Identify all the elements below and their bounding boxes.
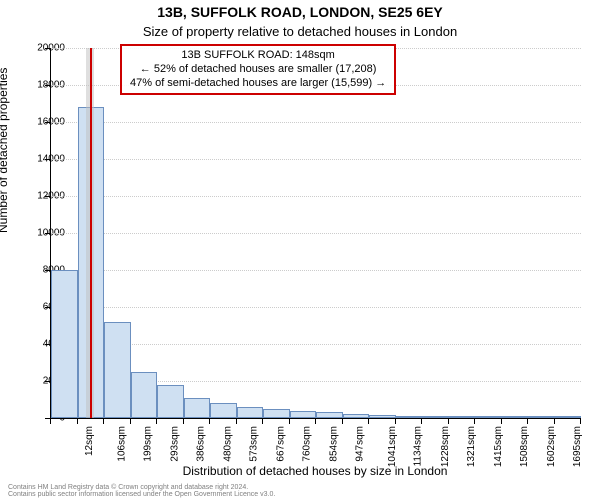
highlight-line	[90, 48, 92, 418]
histogram-bar	[157, 385, 184, 418]
histogram-bar	[316, 412, 343, 418]
xtick-label: 760sqm	[302, 426, 313, 462]
xtick-mark	[183, 418, 184, 424]
xtick-mark	[554, 418, 555, 424]
annotation-line-3: 47% of semi-detached houses are larger (…	[130, 77, 386, 91]
xtick-label: 199sqm	[143, 426, 154, 462]
histogram-bar	[528, 416, 555, 418]
histogram-bar	[555, 416, 582, 418]
histogram-bar	[131, 372, 158, 418]
xtick-label: 854sqm	[328, 426, 339, 462]
xtick-label: 106sqm	[116, 426, 127, 462]
xtick-label: 947sqm	[355, 426, 366, 462]
chart-title: 13B, SUFFOLK ROAD, LONDON, SE25 6EY	[0, 4, 600, 20]
xtick-label: 1415sqm	[493, 426, 504, 467]
xtick-mark	[474, 418, 475, 424]
xtick-label: 1508sqm	[519, 426, 530, 467]
histogram-bar	[396, 416, 423, 418]
xtick-mark	[395, 418, 396, 424]
xtick-mark	[342, 418, 343, 424]
xtick-label: 386sqm	[196, 426, 207, 462]
xtick-label: 1602sqm	[546, 426, 557, 467]
xtick-mark	[527, 418, 528, 424]
histogram-bar	[369, 415, 396, 418]
xtick-label: 573sqm	[249, 426, 260, 462]
histogram-bar	[343, 414, 370, 418]
annotation-box: 13B SUFFOLK ROAD: 148sqm ← 52% of detach…	[120, 44, 396, 95]
gridline	[51, 159, 581, 160]
plot-area	[50, 48, 581, 419]
xtick-mark	[209, 418, 210, 424]
xtick-label: 293sqm	[169, 426, 180, 462]
gridline	[51, 122, 581, 123]
xtick-mark	[130, 418, 131, 424]
histogram-bar	[210, 403, 237, 418]
xtick-label: 1041sqm	[387, 426, 398, 467]
gridline	[51, 233, 581, 234]
gridline	[51, 307, 581, 308]
xtick-label: 1228sqm	[440, 426, 451, 467]
xtick-label: 667sqm	[275, 426, 286, 462]
annotation-line-2: ← 52% of detached houses are smaller (17…	[130, 63, 386, 77]
xtick-mark	[156, 418, 157, 424]
gridline	[51, 196, 581, 197]
gridline	[51, 270, 581, 271]
xtick-mark	[103, 418, 104, 424]
histogram-bar	[263, 409, 290, 418]
xtick-mark	[262, 418, 263, 424]
histogram-bar	[184, 398, 211, 418]
histogram-bar	[290, 411, 317, 418]
xtick-mark	[289, 418, 290, 424]
histogram-bar	[422, 416, 449, 418]
xtick-label: 1695sqm	[572, 426, 583, 467]
xtick-mark	[368, 418, 369, 424]
histogram-bar	[51, 270, 78, 418]
xtick-mark	[421, 418, 422, 424]
gridline	[51, 344, 581, 345]
xtick-label: 480sqm	[222, 426, 233, 462]
histogram-bar	[104, 322, 131, 418]
xtick-mark	[77, 418, 78, 424]
histogram-bar	[502, 416, 529, 418]
histogram-bar	[475, 416, 502, 418]
histogram-bar	[449, 416, 476, 418]
chart-subtitle: Size of property relative to detached ho…	[0, 24, 600, 39]
xtick-mark	[236, 418, 237, 424]
y-axis-title: Number of detached properties	[0, 68, 10, 233]
xtick-label: 1321sqm	[466, 426, 477, 467]
xtick-mark	[50, 418, 51, 424]
xtick-label: 1134sqm	[412, 426, 423, 466]
xtick-mark	[501, 418, 502, 424]
attribution-text: Contains HM Land Registry data © Crown c…	[8, 484, 275, 498]
xtick-mark	[448, 418, 449, 424]
xtick-label: 12sqm	[84, 426, 95, 456]
xtick-mark	[580, 418, 581, 424]
annotation-line-1: 13B SUFFOLK ROAD: 148sqm	[130, 49, 386, 63]
histogram-bar	[237, 407, 264, 418]
xtick-mark	[315, 418, 316, 424]
